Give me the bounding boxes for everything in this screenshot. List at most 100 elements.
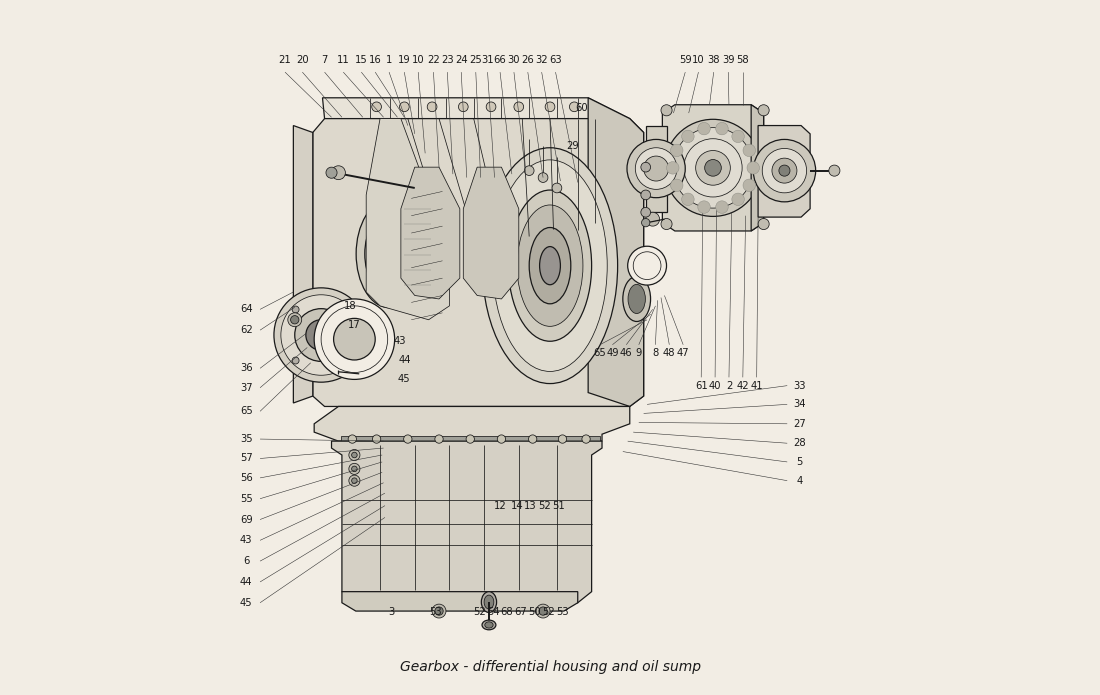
Text: 38: 38: [707, 55, 719, 65]
Circle shape: [352, 452, 358, 458]
Ellipse shape: [365, 213, 414, 295]
Text: 47: 47: [676, 348, 690, 358]
Ellipse shape: [529, 227, 571, 304]
Text: 68: 68: [500, 607, 514, 617]
Circle shape: [306, 320, 337, 350]
Text: 54: 54: [487, 607, 499, 617]
Text: 1: 1: [386, 55, 393, 65]
Circle shape: [697, 122, 711, 135]
Circle shape: [684, 139, 743, 197]
Circle shape: [349, 450, 360, 461]
Circle shape: [758, 105, 769, 116]
Text: 7: 7: [321, 55, 328, 65]
Circle shape: [671, 144, 683, 156]
Text: 63: 63: [549, 55, 562, 65]
Circle shape: [779, 165, 790, 176]
Circle shape: [673, 128, 754, 208]
Ellipse shape: [484, 595, 494, 609]
Ellipse shape: [356, 200, 422, 308]
Text: 66: 66: [494, 55, 506, 65]
Circle shape: [634, 252, 661, 279]
Circle shape: [293, 357, 299, 364]
Circle shape: [570, 102, 579, 112]
Text: 10: 10: [411, 55, 425, 65]
Text: 64: 64: [240, 304, 253, 314]
Ellipse shape: [628, 284, 646, 313]
Text: 31: 31: [482, 55, 494, 65]
Circle shape: [514, 102, 524, 112]
Text: 28: 28: [793, 439, 806, 448]
Polygon shape: [646, 126, 667, 212]
Text: 52: 52: [473, 607, 485, 617]
Text: 69: 69: [240, 514, 253, 525]
Circle shape: [667, 162, 679, 174]
Text: 21: 21: [278, 55, 292, 65]
Text: 27: 27: [793, 419, 806, 429]
Text: 45: 45: [240, 598, 253, 607]
Text: 42: 42: [737, 381, 749, 391]
Circle shape: [331, 166, 345, 179]
Ellipse shape: [623, 277, 650, 322]
Circle shape: [552, 183, 562, 193]
Circle shape: [333, 318, 375, 360]
Circle shape: [682, 130, 694, 142]
Circle shape: [288, 313, 301, 327]
Circle shape: [828, 165, 840, 176]
Text: 59: 59: [679, 55, 692, 65]
Text: 67: 67: [515, 607, 527, 617]
Text: 44: 44: [240, 577, 252, 587]
Text: 43: 43: [393, 336, 406, 345]
Text: 19: 19: [398, 55, 410, 65]
Circle shape: [636, 148, 676, 189]
Circle shape: [432, 604, 446, 618]
Circle shape: [321, 306, 387, 373]
Text: 55: 55: [240, 493, 253, 504]
Text: 17: 17: [348, 320, 361, 330]
Text: 33: 33: [793, 381, 806, 391]
Text: 58: 58: [737, 55, 749, 65]
Circle shape: [326, 167, 337, 178]
Circle shape: [705, 160, 722, 176]
Circle shape: [539, 607, 547, 615]
Circle shape: [466, 435, 474, 443]
Text: 48: 48: [663, 348, 675, 358]
Circle shape: [372, 102, 382, 112]
Circle shape: [293, 306, 299, 313]
Polygon shape: [315, 407, 630, 441]
Text: 45: 45: [398, 374, 410, 384]
Circle shape: [582, 435, 591, 443]
Circle shape: [758, 218, 769, 229]
Circle shape: [627, 140, 685, 197]
Ellipse shape: [483, 148, 617, 384]
Circle shape: [732, 193, 745, 206]
Text: 5: 5: [796, 457, 803, 467]
Circle shape: [434, 435, 443, 443]
Text: 51: 51: [552, 500, 564, 511]
Text: 20: 20: [296, 55, 309, 65]
Text: 43: 43: [240, 535, 252, 546]
Text: Gearbox - differential housing and oil sump: Gearbox - differential housing and oil s…: [399, 660, 701, 673]
Text: 2: 2: [726, 381, 733, 391]
Circle shape: [742, 179, 756, 192]
Text: 56: 56: [240, 473, 253, 483]
Circle shape: [536, 604, 550, 618]
Text: 26: 26: [521, 55, 535, 65]
Ellipse shape: [493, 160, 607, 371]
Circle shape: [352, 478, 358, 484]
Polygon shape: [331, 441, 602, 603]
Circle shape: [349, 435, 356, 443]
Text: 53: 53: [557, 607, 569, 617]
Circle shape: [528, 435, 537, 443]
Polygon shape: [751, 105, 763, 231]
Circle shape: [646, 212, 660, 226]
Circle shape: [591, 102, 600, 112]
Circle shape: [716, 122, 728, 135]
Circle shape: [628, 246, 667, 285]
Polygon shape: [662, 105, 763, 231]
Circle shape: [546, 102, 554, 112]
Text: 4: 4: [796, 475, 803, 486]
Circle shape: [754, 140, 816, 202]
Text: 25: 25: [470, 55, 482, 65]
Text: 18: 18: [344, 301, 356, 311]
Circle shape: [315, 299, 395, 379]
